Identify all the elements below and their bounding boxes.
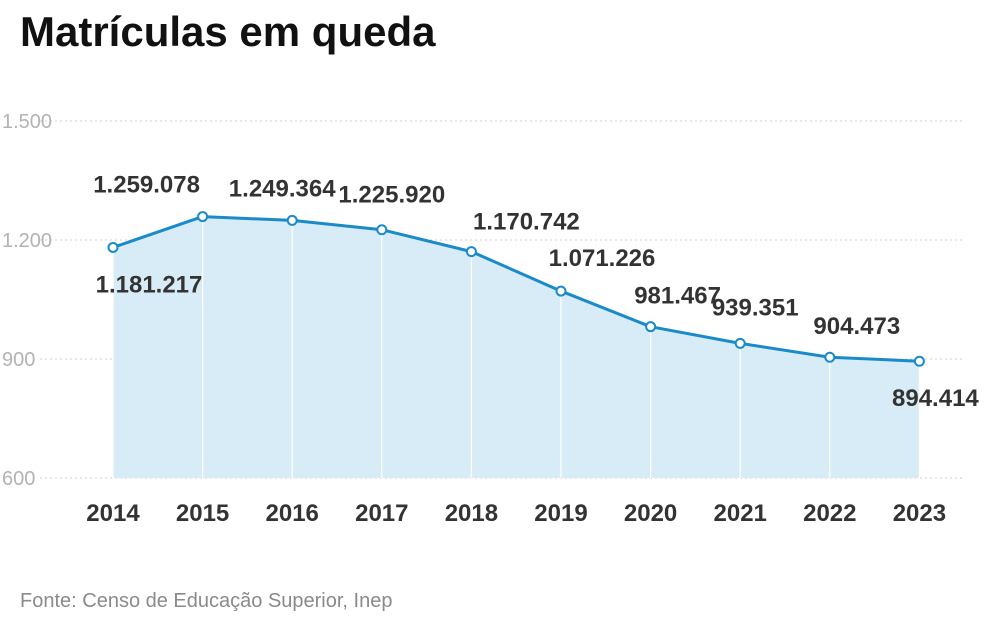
y-axis-ticks: 600 900 1.200 1.500 <box>2 111 52 490</box>
data-label: 939.351 <box>712 294 799 321</box>
y-tick-label: 1.500 <box>2 111 52 133</box>
x-tick-label: 2021 <box>714 500 767 527</box>
data-point <box>824 351 836 363</box>
data-label: 1.259.078 <box>93 172 200 199</box>
data-label: 1.170.742 <box>473 209 580 236</box>
data-label: 904.473 <box>813 313 900 340</box>
data-point <box>465 246 477 258</box>
data-label: 894.414 <box>892 385 979 412</box>
x-axis-ticks: 2014 2015 2016 2017 2018 2019 2020 2021 2022 2023 <box>86 500 946 527</box>
data-point <box>107 241 119 253</box>
data-points <box>107 211 925 367</box>
data-point <box>286 214 298 226</box>
data-point <box>913 355 925 367</box>
x-tick-label: 2023 <box>893 500 946 527</box>
y-tick-label: 900 <box>2 349 35 371</box>
area-fill-layer <box>113 216 920 478</box>
x-tick-label: 2017 <box>355 500 408 527</box>
y-tick-label: 1.200 <box>2 230 52 252</box>
x-tick-label: 2016 <box>266 500 319 527</box>
data-label: 981.467 <box>634 283 721 310</box>
data-point <box>555 285 567 297</box>
area-fill <box>113 216 920 478</box>
source-note: Fonte: Censo de Educação Superior, Inep <box>20 590 393 612</box>
x-tick-label: 2022 <box>803 500 856 527</box>
data-labels: 1.181.217 1.259.078 1.249.364 1.225.920 1.17… <box>93 172 979 413</box>
series-line <box>111 215 921 363</box>
x-tick-label: 2019 <box>534 500 587 527</box>
x-tick-label: 2020 <box>624 500 677 527</box>
data-label: 1.249.364 <box>229 175 336 202</box>
vertical-guides <box>112 216 921 478</box>
x-tick-label: 2018 <box>445 500 498 527</box>
data-label: 1.181.217 <box>96 271 203 298</box>
data-label: 1.071.226 <box>549 245 656 272</box>
chart-title: Matrículas em queda <box>20 8 436 55</box>
data-label: 1.225.920 <box>338 182 445 209</box>
x-tick-label: 2014 <box>86 500 140 527</box>
x-tick-label: 2015 <box>176 500 229 527</box>
data-point <box>645 321 657 333</box>
data-point <box>197 211 209 223</box>
data-point <box>734 337 746 349</box>
data-point <box>376 224 388 236</box>
series-line-layer <box>111 215 921 363</box>
y-tick-label: 600 <box>2 468 35 490</box>
